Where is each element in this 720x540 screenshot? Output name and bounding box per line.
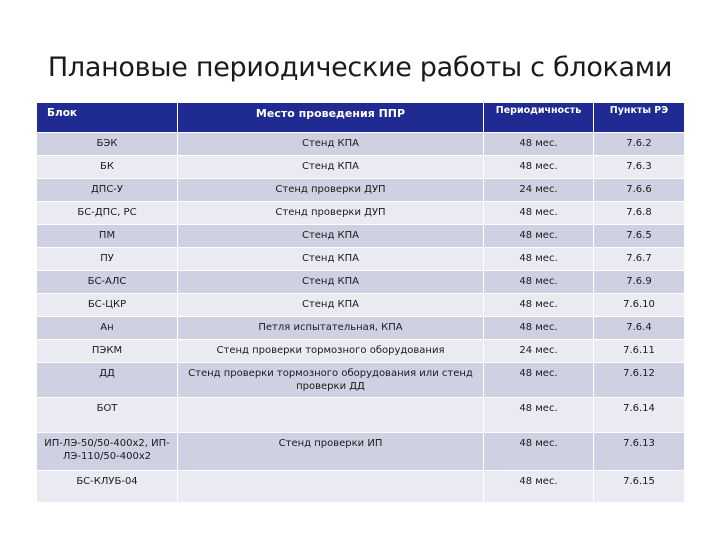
cell-block: БС-КЛУБ-04: [36, 470, 178, 503]
cell-re-item: 7.6.15: [593, 470, 685, 503]
cell-location: Стенд проверки тормозного оборудования: [177, 339, 484, 363]
cell-location: Стенд КПА: [177, 293, 484, 317]
cell-block: БС-ДПС, РС: [36, 201, 178, 225]
cell-re-item: 7.6.10: [593, 293, 685, 317]
cell-re-item: 7.6.7: [593, 247, 685, 271]
cell-re-item: 7.6.8: [593, 201, 685, 225]
cell-location: Стенд проверки ДУП: [177, 178, 484, 202]
cell-block: ДД: [36, 362, 178, 398]
cell-periodicity: 48 мес.: [483, 293, 594, 317]
cell-re-item: 7.6.6: [593, 178, 685, 202]
cell-re-item: 7.6.4: [593, 316, 685, 340]
cell-location: Стенд КПА: [177, 155, 484, 179]
header-periodicity: Периодичность: [483, 102, 594, 133]
cell-re-item: 7.6.9: [593, 270, 685, 294]
cell-location: Стенд КПА: [177, 247, 484, 271]
table-row: ПМ Стенд КПА 48 мес. 7.6.5: [36, 224, 685, 248]
page-title: Плановые периодические работы с блоками: [47, 52, 673, 83]
table-row: Ан Петля испытательная, КПА 48 мес. 7.6.…: [36, 316, 685, 340]
cell-location: Стенд КПА: [177, 132, 484, 156]
cell-re-item: 7.6.2: [593, 132, 685, 156]
cell-block: ПУ: [36, 247, 178, 271]
cell-periodicity: 48 мес.: [483, 470, 594, 503]
table-row: БС-ДПС, РС Стенд проверки ДУП 48 мес. 7.…: [36, 201, 685, 225]
cell-location: Стенд проверки ДУП: [177, 201, 484, 225]
cell-block: ДПС-У: [36, 178, 178, 202]
table-row: ПУ Стенд КПА 48 мес. 7.6.7: [36, 247, 685, 271]
cell-periodicity: 24 мес.: [483, 339, 594, 363]
cell-periodicity: 48 мес.: [483, 362, 594, 398]
cell-periodicity: 48 мес.: [483, 397, 594, 433]
cell-periodicity: 48 мес.: [483, 270, 594, 294]
cell-location: Стенд проверки ИП: [177, 432, 484, 471]
cell-re-item: 7.6.13: [593, 432, 685, 471]
cell-block: ПЭКМ: [36, 339, 178, 363]
cell-periodicity: 48 мес.: [483, 316, 594, 340]
cell-re-item: 7.6.11: [593, 339, 685, 363]
cell-location: Стенд КПА: [177, 224, 484, 248]
cell-block: БОТ: [36, 397, 178, 433]
cell-periodicity: 48 мес.: [483, 224, 594, 248]
cell-block: БС-АЛС: [36, 270, 178, 294]
cell-block: ИП-ЛЭ-50/50-400х2, ИП-ЛЭ-110/50-400х2: [36, 432, 178, 471]
cell-periodicity: 48 мес.: [483, 155, 594, 179]
table-row: ПЭКМ Стенд проверки тормозного оборудова…: [36, 339, 685, 363]
cell-block: Ан: [36, 316, 178, 340]
cell-block: БЭК: [36, 132, 178, 156]
maintenance-table: Блок Место проведения ППР Периодичность …: [36, 102, 685, 503]
table-row: БС-КЛУБ-04 48 мес. 7.6.15: [36, 470, 685, 503]
cell-location: [177, 397, 484, 433]
table-row: ИП-ЛЭ-50/50-400х2, ИП-ЛЭ-110/50-400х2 Ст…: [36, 432, 685, 471]
cell-re-item: 7.6.3: [593, 155, 685, 179]
table-row: БК Стенд КПА 48 мес. 7.6.3: [36, 155, 685, 179]
cell-block: БК: [36, 155, 178, 179]
cell-re-item: 7.6.5: [593, 224, 685, 248]
cell-location: Петля испытательная, КПА: [177, 316, 484, 340]
cell-periodicity: 48 мес.: [483, 201, 594, 225]
cell-re-item: 7.6.14: [593, 397, 685, 433]
cell-block: БС-ЦКР: [36, 293, 178, 317]
header-block: Блок: [36, 102, 178, 133]
table-row: БЭК Стенд КПА 48 мес. 7.6.2: [36, 132, 685, 156]
table-row: БС-АЛС Стенд КПА 48 мес. 7.6.9: [36, 270, 685, 294]
header-location: Место проведения ППР: [177, 102, 484, 133]
cell-periodicity: 24 мес.: [483, 178, 594, 202]
cell-location: Стенд проверки тормозного оборудования и…: [177, 362, 484, 398]
table-row: БС-ЦКР Стенд КПА 48 мес. 7.6.10: [36, 293, 685, 317]
cell-re-item: 7.6.12: [593, 362, 685, 398]
table-row: ДПС-У Стенд проверки ДУП 24 мес. 7.6.6: [36, 178, 685, 202]
cell-periodicity: 48 мес.: [483, 247, 594, 271]
table-header-row: Блок Место проведения ППР Периодичность …: [36, 102, 685, 133]
header-re-items: Пункты РЭ: [593, 102, 685, 133]
cell-periodicity: 48 мес.: [483, 132, 594, 156]
cell-location: [177, 470, 484, 503]
table-row: БОТ 48 мес. 7.6.14: [36, 397, 685, 433]
cell-block: ПМ: [36, 224, 178, 248]
table-row: ДД Стенд проверки тормозного оборудовани…: [36, 362, 685, 398]
cell-periodicity: 48 мес.: [483, 432, 594, 471]
cell-location: Стенд КПА: [177, 270, 484, 294]
